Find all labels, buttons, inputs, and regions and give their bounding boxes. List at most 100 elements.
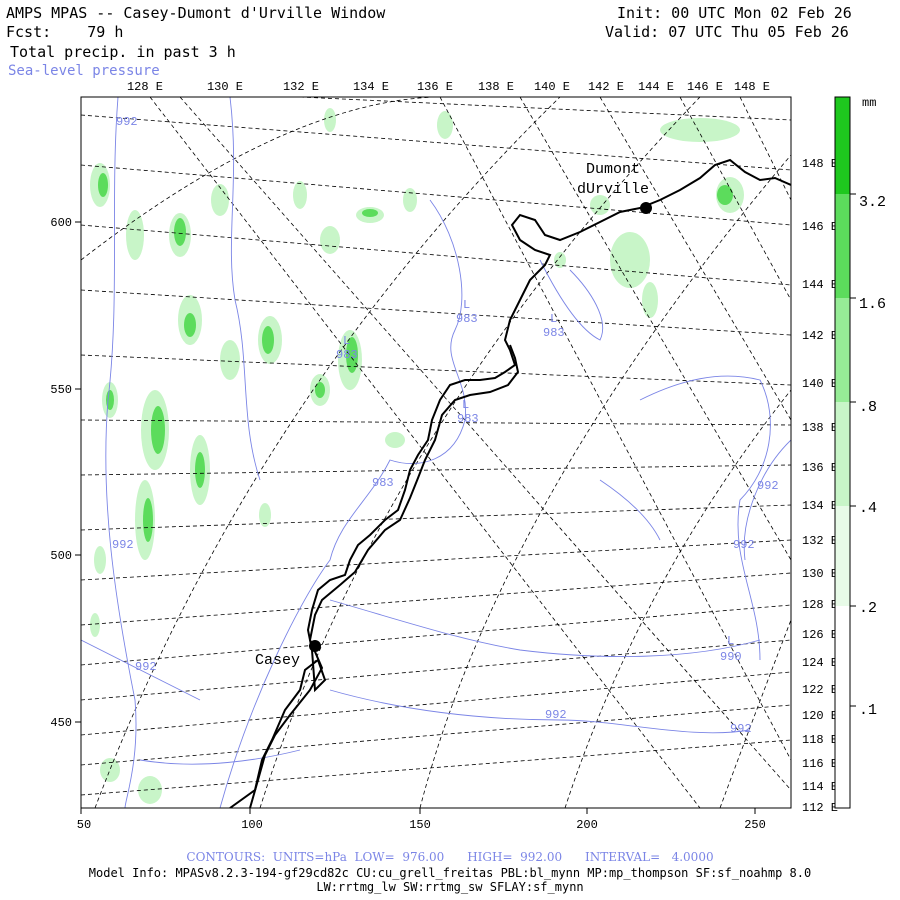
top-lon-label: 142 E [588,80,624,94]
right-lon-label: 144 E [802,278,838,292]
top-lon-label: 140 E [534,80,570,94]
model-info: Model Info: MPASv8.2.3-194-gf29cd82c CU:… [88,866,812,880]
top-lon-label: 136 E [417,80,453,94]
colorbar-swatch-3.2 [835,97,850,194]
pressure-contours [81,97,791,808]
x-tick-label: 50 [77,818,91,832]
top-lon-label: 134 E [353,80,389,94]
low-mark: L [727,634,734,648]
colorbar-label: 3.2 [859,194,886,211]
right-lon-label: 124 E [802,656,838,670]
y-axis: 600 550 500 450 [50,216,81,730]
init-time: Init: 00 UTC Mon 02 Feb 26 [617,4,852,22]
right-lon-label: 142 E [802,329,838,343]
overlay-name: Sea-level pressure [8,63,160,79]
top-lon-label: 146 E [687,80,723,94]
map-title: AMPS MPAS -- Casey-Dumont d'Urville Wind… [6,4,386,22]
colorbar-label: .2 [859,600,877,617]
top-lon-label: 144 E [638,80,674,94]
casey-label: Casey [255,652,300,669]
right-lon-label: 122 E [802,683,838,697]
pressure-label: 992 [733,538,755,552]
low-mark: L [550,312,557,326]
pressure-label: 992 [545,708,567,722]
right-lon-label: 140 E [802,377,838,391]
right-lon-label: 126 E [802,628,838,642]
longitude-lines [81,97,791,808]
right-longitude-labels: 148 E 146 E 144 E 142 E 140 E 138 E 136 … [802,157,838,815]
colorbar-swatch-.4 [835,402,850,506]
forecast-hour: Fcst: 79 h [6,23,124,41]
x-tick-label: 150 [409,818,431,832]
plot-frame [80,96,792,809]
right-lon-label: 118 E [802,733,838,747]
right-lon-label: 130 E [802,567,838,581]
pressure-label: 983 [336,348,358,362]
right-lon-label: 128 E [802,598,838,612]
pressure-label: 983 [543,326,565,340]
latitude-lines [81,97,791,808]
colorbar-swatch-1.6 [835,194,850,298]
coastline [229,158,791,808]
right-lon-label: 138 E [802,421,838,435]
colorbar-label: .8 [859,399,877,416]
colorbar-swatch-.8 [835,298,850,402]
pressure-label: 983 [372,476,394,490]
right-lon-label: 134 E [802,499,838,513]
colorbar-label: .1 [859,702,877,719]
map-plot-area [81,97,791,808]
y-tick-label: 500 [50,549,72,563]
right-lon-label: 120 E [802,709,838,723]
colorbar-label: .4 [859,500,877,517]
x-tick-label: 100 [241,818,263,832]
x-axis: 50 100 150 200 250 [77,808,766,832]
low-mark: L [343,334,350,348]
precip-shading [90,108,744,804]
pressure-label: 992 [730,722,752,736]
contour-info: CONTOURS: UNITS=hPa LOW= 976.00 HIGH= 99… [186,850,714,864]
colorbar: mm 3.2 1.6 .8 .4 .2 .1 [834,96,886,809]
low-mark: L [463,298,470,312]
dumont-label-2: dUrville [577,181,649,198]
right-lon-label: 112 E [802,801,838,815]
pressure-label: 992 [135,660,157,674]
y-tick-label: 450 [50,716,72,730]
pressure-label: 992 [112,538,134,552]
top-lon-label: 138 E [478,80,514,94]
valid-time: Valid: 07 UTC Thu 05 Feb 26 [605,23,849,41]
right-lon-label: 136 E [802,461,838,475]
model-info-2: LW:rrtmg_lw SW:rrtmg_sw SFLAY:sf_mynn [316,880,584,894]
right-lon-label: 148 E [802,157,838,171]
right-lon-label: 132 E [802,534,838,548]
pressure-label: 992 [116,115,138,129]
top-lon-label: 132 E [283,80,319,94]
colorbar-unit: mm [862,96,876,110]
colorbar-label: 1.6 [859,296,886,313]
dumont-durville-marker[interactable] [640,202,652,214]
right-lon-label: 116 E [802,757,838,771]
top-lon-label: 128 E [127,80,163,94]
right-lon-label: 114 E [802,780,838,794]
dumont-label-1: Dumont [586,161,640,178]
right-lon-label: 146 E [802,220,838,234]
x-tick-label: 200 [576,818,598,832]
pressure-label: 990 [720,650,742,664]
colorbar-swatch-.2 [835,506,850,606]
pressure-label: 983 [456,312,478,326]
pressure-label-group: 992 992 992 983 983 983 983 983 992 992 … [112,115,779,736]
pressure-label: 992 [757,479,779,493]
top-lon-label: 148 E [734,80,770,94]
low-mark-group: L L L L L [343,298,734,648]
top-longitude-labels: 128 E 130 E 132 E 134 E 136 E 138 E 140 … [127,80,770,94]
colorbar-frame [834,96,851,809]
colorbar-swatch-.1 [835,606,850,808]
casey-marker[interactable] [309,640,321,652]
pressure-label: 983 [457,412,479,426]
field-name: Total precip. in past 3 h [10,43,236,61]
y-tick-label: 550 [50,383,72,397]
top-lon-label: 130 E [207,80,243,94]
x-tick-label: 250 [744,818,766,832]
low-mark: L [462,398,469,412]
y-tick-label: 600 [50,216,72,230]
